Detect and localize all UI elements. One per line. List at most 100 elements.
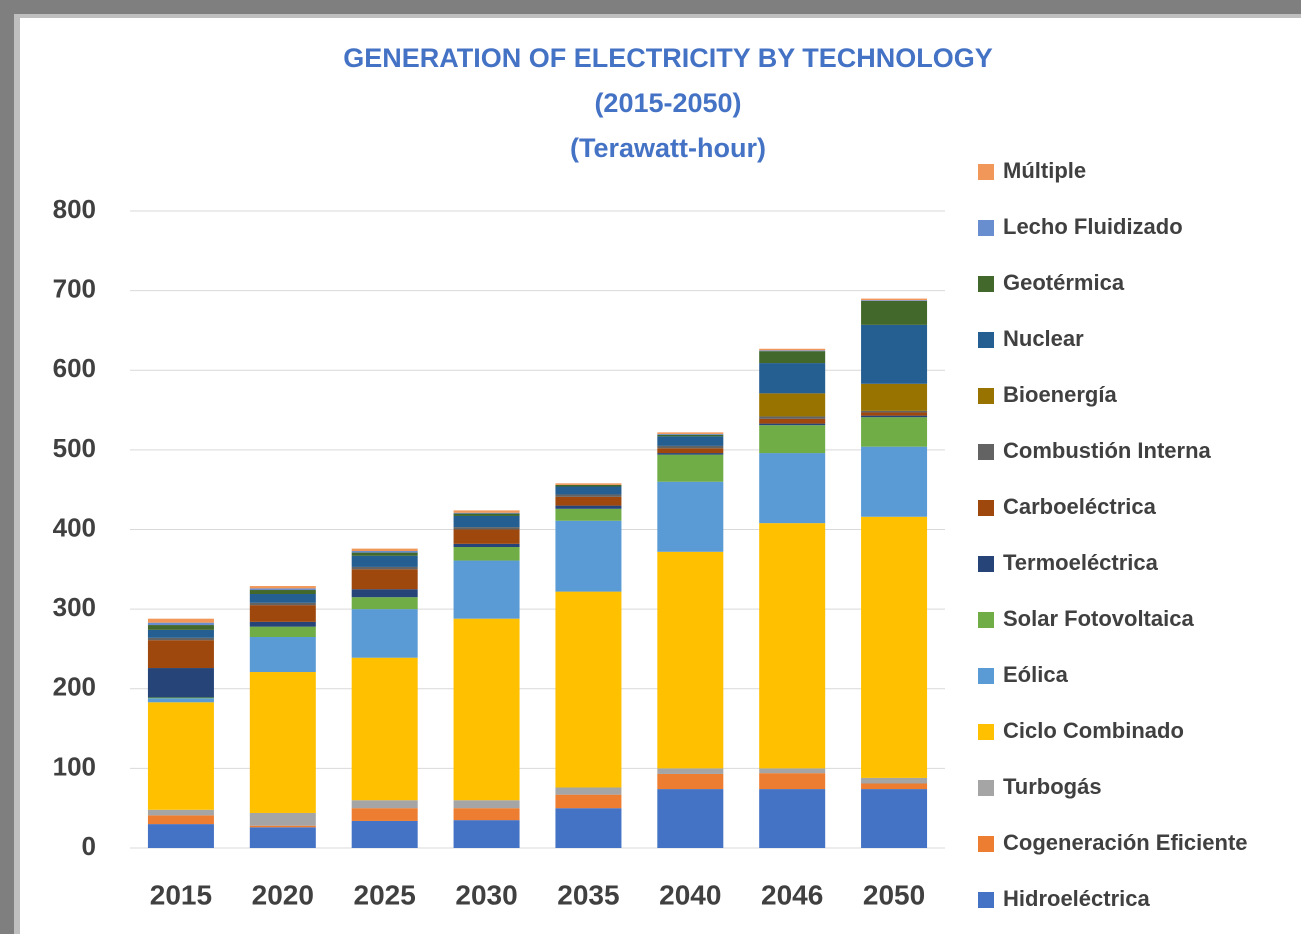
- bar-segment: [249, 636, 316, 673]
- bar-segment: [453, 547, 520, 561]
- bar-segment: [249, 672, 316, 813]
- bar-segment: [453, 808, 520, 821]
- x-tick-label: 2020: [252, 879, 314, 910]
- bar-segment: [759, 350, 826, 352]
- y-tick-label: 800: [53, 194, 96, 224]
- legend-label: Cogeneración Eficiente: [1003, 830, 1248, 855]
- legend-label: Termoeléctrica: [1003, 550, 1159, 575]
- bar-segment: [555, 484, 622, 487]
- bar-segment: [453, 529, 520, 544]
- legend-label: Eólica: [1003, 662, 1069, 687]
- y-tick-label: 300: [53, 592, 96, 622]
- bar-segment: [351, 552, 418, 556]
- bar-segment: [759, 425, 826, 454]
- bar-segment: [759, 351, 826, 364]
- x-tick-label: 2040: [659, 879, 721, 910]
- chart-title-line: (2015-2050): [594, 88, 741, 118]
- bar-segment: [249, 605, 316, 622]
- bar-segment: [351, 566, 418, 570]
- bar-segment: [759, 453, 826, 524]
- bar-segment: [555, 496, 622, 506]
- bar-segment: [657, 432, 724, 434]
- bar-segment: [861, 300, 928, 325]
- bar-segment: [657, 445, 724, 449]
- bar-segment: [759, 789, 826, 848]
- legend-swatch: [978, 668, 994, 684]
- bar-segment: [147, 622, 214, 626]
- bar-segment: [249, 588, 316, 591]
- bar-segment: [147, 625, 214, 630]
- bar-segment: [861, 324, 928, 384]
- x-tick-label: 2035: [557, 879, 619, 910]
- bar-segment: [453, 515, 520, 528]
- bar-segment: [453, 618, 520, 801]
- bar-segment: [657, 551, 724, 769]
- bar-segment: [861, 298, 928, 301]
- bar-segment: [555, 508, 622, 521]
- bar-segment: [351, 820, 418, 848]
- x-tick-label: 2025: [354, 879, 416, 910]
- legend-swatch: [978, 388, 994, 404]
- bar-segment: [351, 550, 418, 553]
- bar-segment: [249, 827, 316, 848]
- y-tick-label: 500: [53, 433, 96, 463]
- bar-segment: [555, 787, 622, 795]
- x-tick-label: 2050: [863, 879, 925, 910]
- y-tick-label: 0: [82, 831, 96, 861]
- bar-segment: [147, 618, 214, 623]
- bar-segment: [249, 602, 316, 606]
- y-tick-label: 200: [53, 672, 96, 702]
- bar-segment: [147, 637, 214, 641]
- bar-segment: [351, 589, 418, 598]
- legend-label: Lecho Fluidizado: [1003, 214, 1183, 239]
- bar-segment: [657, 453, 724, 455]
- bar-segment: [555, 794, 622, 809]
- bar-segment: [657, 448, 724, 454]
- bar-segment: [249, 590, 316, 594]
- legend-label: Combustión Interna: [1003, 438, 1212, 463]
- bar-segment: [453, 820, 520, 848]
- bar-segment: [453, 800, 520, 809]
- bar-segment: [759, 423, 826, 426]
- legend-label: Carboeléctrica: [1003, 494, 1157, 519]
- bar-segment: [759, 523, 826, 769]
- bar-segment: [861, 783, 928, 790]
- bar-segment: [657, 768, 724, 774]
- legend-swatch: [978, 332, 994, 348]
- legend-swatch: [978, 780, 994, 796]
- bar-segment: [555, 505, 622, 509]
- legend-swatch: [978, 612, 994, 628]
- legend-label: Turbogás: [1003, 774, 1102, 799]
- bar-segment: [861, 300, 928, 301]
- legend-label: Hidroeléctrica: [1003, 886, 1150, 911]
- bar-segment: [249, 825, 316, 828]
- bar-segment: [453, 510, 520, 513]
- bar-segment: [759, 416, 826, 419]
- bar-segment: [351, 548, 418, 551]
- x-tick-label: 2046: [761, 879, 823, 910]
- bar-segment: [453, 527, 520, 530]
- bar-segment: [249, 626, 316, 637]
- y-tick-label: 400: [53, 512, 96, 542]
- bar-segment: [147, 668, 214, 698]
- bar-segment: [861, 412, 928, 416]
- y-tick-label: 700: [53, 274, 96, 304]
- bar-segment: [351, 657, 418, 801]
- bar-segment: [555, 520, 622, 592]
- bar-segment: [657, 481, 724, 552]
- legend-label: Múltiple: [1003, 158, 1086, 183]
- bar-segment: [351, 808, 418, 821]
- bar-segment: [351, 609, 418, 658]
- bar-segment: [657, 434, 724, 437]
- legend-label: Solar Fotovoltaica: [1003, 606, 1194, 631]
- bar-segment: [147, 640, 214, 669]
- legend-swatch: [978, 164, 994, 180]
- legend-label: Bioenergía: [1003, 382, 1117, 407]
- bar-segment: [147, 698, 214, 703]
- bar-segment: [861, 446, 928, 517]
- legend-swatch: [978, 556, 994, 572]
- bar-segment: [657, 433, 724, 435]
- legend-label: Nuclear: [1003, 326, 1084, 351]
- bar-segment: [759, 393, 826, 417]
